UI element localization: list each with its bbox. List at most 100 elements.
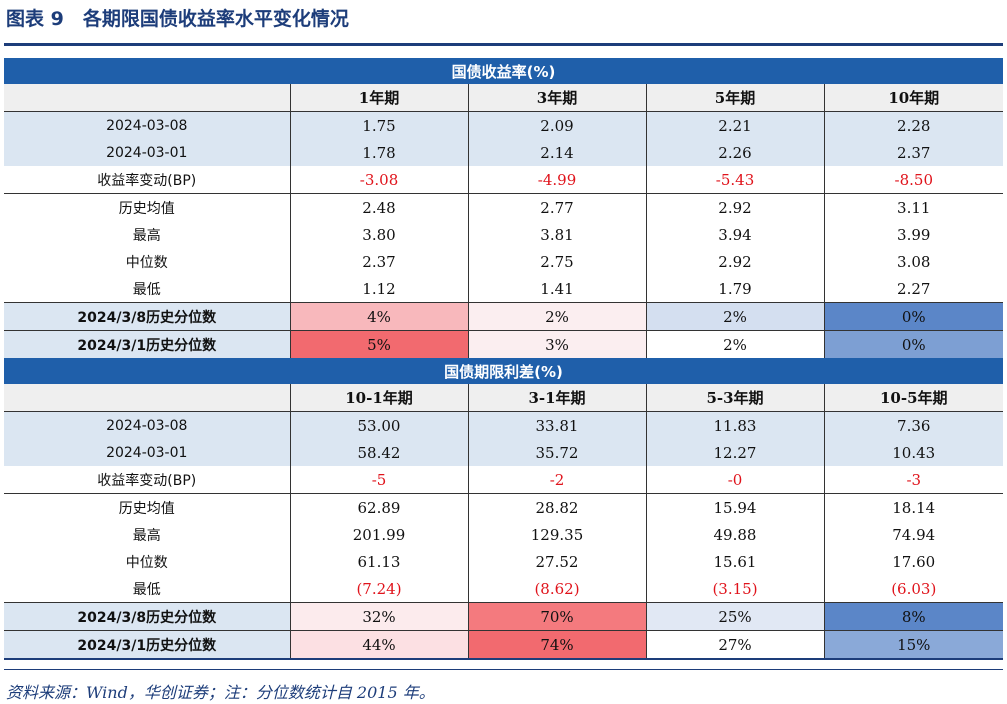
- table-cell: 2.75: [467, 248, 646, 275]
- percentile-cell: 8%: [823, 602, 1003, 631]
- table-cell: (3.15): [645, 575, 824, 603]
- percentile-label: 2024/3/1历史分位数: [4, 630, 290, 660]
- section-heading: 国债收益率(%): [4, 58, 1003, 84]
- row-label: 最高: [132, 227, 161, 244]
- column-header-row: 10-1年期 3-1年期 5-3年期 10-5年期: [4, 384, 1003, 412]
- row-label: 历史均值: [118, 500, 175, 517]
- table-cell: 49.88: [645, 521, 824, 548]
- percentile-label: 2024/3/8历史分位数: [4, 302, 290, 331]
- table-cell: 33.81: [467, 411, 646, 439]
- table-cell: 3.99: [823, 221, 1003, 248]
- table-cell: 10.43: [823, 439, 1003, 466]
- table-row: 2024-03-08 1.75 2.09 2.21 2.28: [4, 111, 1003, 139]
- table-cell: 1.78: [289, 139, 468, 166]
- table-cell: 27.52: [467, 548, 646, 575]
- table-cell: 28.82: [467, 493, 646, 521]
- column-header-blank: [4, 84, 290, 112]
- source-divider: [4, 669, 1003, 670]
- column-header: 3-1年期: [467, 384, 646, 412]
- section-heading: 国债期限利差(%): [4, 358, 1003, 384]
- table-row: 中位数 2.37 2.75 2.92 3.08: [4, 248, 1003, 275]
- column-header: 5年期: [645, 84, 824, 112]
- table-cell: 35.72: [467, 439, 646, 466]
- row-label: 收益率变动(BP): [4, 166, 290, 194]
- row-label: 最低: [132, 581, 161, 598]
- percentile-cell: 27%: [645, 630, 824, 660]
- percentile-cell: 0%: [823, 302, 1003, 331]
- table-cell: 129.35: [467, 521, 646, 548]
- percentile-cell: 2%: [645, 302, 824, 331]
- table-row: 2024-03-01 1.78 2.14 2.26 2.37: [4, 139, 1003, 166]
- table-cell: -5: [289, 466, 468, 494]
- table-cell: 2.14: [467, 139, 646, 166]
- table-row: 最高 201.99 129.35 49.88 74.94: [4, 521, 1003, 548]
- table-cell: (8.62): [467, 575, 646, 603]
- table-cell: 11.83: [645, 411, 824, 439]
- row-label: 最高: [132, 527, 161, 544]
- column-header: 1年期: [289, 84, 468, 112]
- column-header: 10-1年期: [289, 384, 468, 412]
- table-cell: -3: [823, 466, 1003, 494]
- percentile-cell: 2%: [645, 330, 824, 358]
- table-row: 最高 3.80 3.81 3.94 3.99: [4, 221, 1003, 248]
- table-cell: 2.27: [823, 275, 1003, 303]
- percentile-row: 2024/3/8历史分位数 4% 2% 2% 0%: [4, 302, 1003, 331]
- column-header: 5-3年期: [645, 384, 824, 412]
- table-cell: 7.36: [823, 411, 1003, 439]
- table-cell: -5.43: [645, 166, 824, 194]
- row-label: 2024-03-08: [4, 411, 290, 439]
- column-header-blank: [4, 384, 290, 412]
- table-cell: 2.92: [645, 248, 824, 275]
- table-cell: 3.08: [823, 248, 1003, 275]
- percentile-label: 2024/3/1历史分位数: [4, 330, 290, 358]
- percentile-cell: 0%: [823, 330, 1003, 358]
- percentile-cell: 70%: [467, 602, 646, 631]
- section-heading-row: 国债收益率(%): [4, 58, 1003, 84]
- table-cell: 1.41: [467, 275, 646, 303]
- table-cell: 2.28: [823, 111, 1003, 139]
- table-cell: 1.75: [289, 111, 468, 139]
- table-row: 收益率变动(BP) -5 -2 -0 -3: [4, 466, 1003, 494]
- table-row: 2024-03-08 53.00 33.81 11.83 7.36: [4, 411, 1003, 439]
- table-cell: 2.09: [467, 111, 646, 139]
- table-cell: 3.11: [823, 193, 1003, 221]
- percentile-cell: 2%: [467, 302, 646, 331]
- table-cell: 3.81: [467, 221, 646, 248]
- row-label: 收益率变动(BP): [4, 466, 290, 494]
- table-cell: -8.50: [823, 166, 1003, 194]
- table-cell: 2.77: [467, 193, 646, 221]
- row-label: 2024-03-08: [4, 111, 290, 139]
- table-cell: 2.92: [645, 193, 824, 221]
- source-note: 资料来源：Wind，华创证券；注：分位数统计自 2015 年。: [6, 683, 435, 702]
- section-heading-row: 国债期限利差(%): [4, 358, 1003, 384]
- percentile-cell: 3%: [467, 330, 646, 358]
- table-cell: 12.27: [645, 439, 824, 466]
- figure-title: 图表 9 各期限国债收益率水平变化情况: [6, 8, 349, 30]
- title-divider: [4, 43, 1003, 46]
- table-cell: 3.80: [289, 221, 468, 248]
- table-row: 中位数 61.13 27.52 15.61 17.60: [4, 548, 1003, 575]
- table-row: 历史均值 62.89 28.82 15.94 18.14: [4, 493, 1003, 521]
- percentile-label: 2024/3/8历史分位数: [4, 602, 290, 631]
- table-row: 历史均值 2.48 2.77 2.92 3.11: [4, 193, 1003, 221]
- table-cell: -4.99: [467, 166, 646, 194]
- table-cell: 2.37: [289, 248, 468, 275]
- table-cell: 1.79: [645, 275, 824, 303]
- row-label: 2024-03-01: [4, 139, 290, 166]
- table-cell: 61.13: [289, 548, 468, 575]
- table-cell: 15.61: [645, 548, 824, 575]
- percentile-cell: 15%: [823, 630, 1003, 660]
- percentile-cell: 32%: [289, 602, 468, 631]
- table-row: 最低 (7.24) (8.62) (3.15) (6.03): [4, 575, 1003, 603]
- row-label: 中位数: [125, 554, 168, 571]
- percentile-cell: 25%: [645, 602, 824, 631]
- table-cell: 2.48: [289, 193, 468, 221]
- row-label: 中位数: [125, 254, 168, 271]
- table-cell: -0: [645, 466, 824, 494]
- table-cell: 62.89: [289, 493, 468, 521]
- row-label: 最低: [132, 281, 161, 298]
- table-cell: 1.12: [289, 275, 468, 303]
- row-label: 2024-03-01: [4, 439, 290, 466]
- table-cell: 3.94: [645, 221, 824, 248]
- table-cell: (6.03): [823, 575, 1003, 603]
